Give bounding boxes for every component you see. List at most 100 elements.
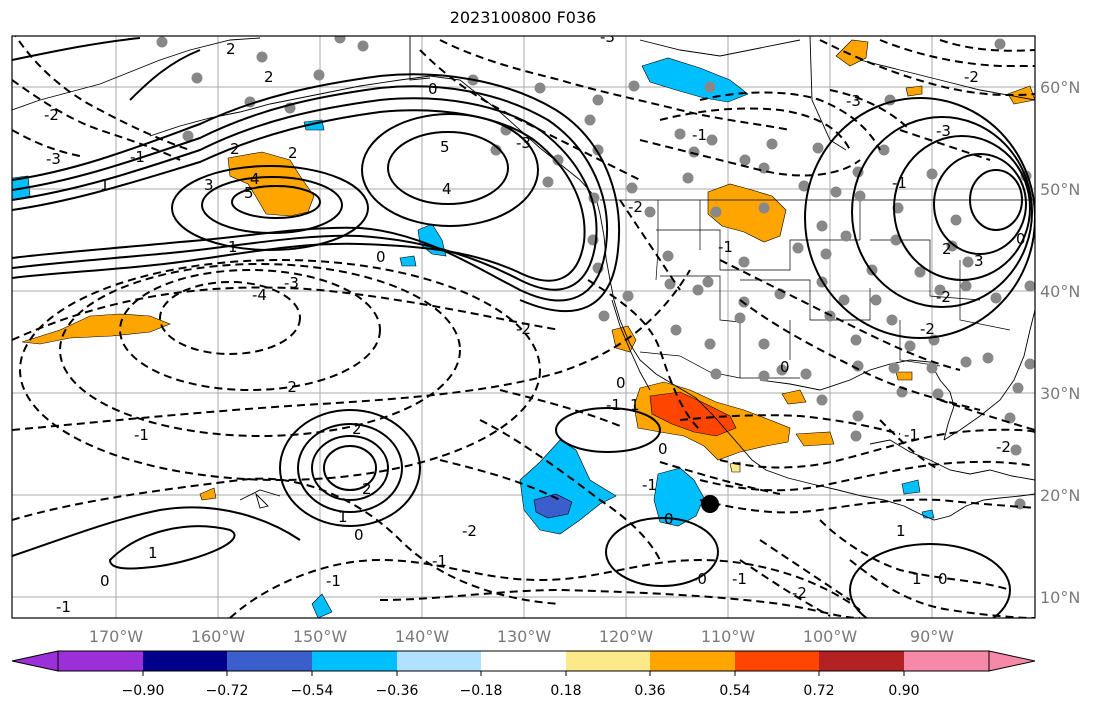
contour-label: 4 xyxy=(442,180,452,198)
colorbar-extend-right xyxy=(988,650,1036,672)
darkblue-patch-east-pacific xyxy=(533,493,573,519)
lat-label: 10°N xyxy=(1040,588,1080,607)
colorbar-segment xyxy=(481,651,566,671)
lon-labels: 170°W 160°W 150°W 140°W 130°W 120°W 110°… xyxy=(89,627,954,646)
blue-patch-mexico-coast xyxy=(653,467,705,527)
contour-label: 1 xyxy=(100,176,110,194)
contour-label: -1 xyxy=(130,148,145,166)
contour-label: -1 xyxy=(692,126,707,144)
colorbar-segment xyxy=(143,651,227,671)
contour-label: -3 xyxy=(46,150,61,168)
colorbar-segment xyxy=(735,651,819,671)
colorbar-tick-label: 0.36 xyxy=(634,683,665,699)
contour-label: 0 xyxy=(616,374,626,392)
contour-label: 2 xyxy=(362,480,372,498)
contour-label: 2 xyxy=(230,140,240,158)
station-dots xyxy=(156,36,1035,510)
storm-center-marker xyxy=(701,495,719,513)
contour-label: -2 xyxy=(516,320,531,338)
contour-label: -2 xyxy=(282,378,297,396)
contour-label: -1 xyxy=(642,476,657,494)
contour-label: -3 xyxy=(936,122,951,140)
orange-patch-texas xyxy=(781,389,807,405)
colorbar-tick-label: −0.90 xyxy=(122,683,165,699)
lon-label: 130°W xyxy=(497,627,552,646)
colorbar-tick-label: −0.54 xyxy=(291,683,334,699)
contour-label: 0 xyxy=(376,248,386,266)
contour-label: 0 xyxy=(664,510,674,528)
contour-label: -3 xyxy=(600,28,615,46)
colorbar: −0.90 −0.72 −0.54 −0.36 −0.18 0.18 0.36 … xyxy=(11,650,1036,699)
contour-label: 0 xyxy=(1016,230,1026,248)
blue-patch-south xyxy=(311,593,333,618)
contour-label: 5 xyxy=(440,138,450,156)
contour-label: -2 xyxy=(462,522,477,540)
colorbar-segment xyxy=(397,651,481,671)
contour-label: 3 xyxy=(974,252,984,270)
contour-label: 4 xyxy=(250,170,260,188)
contour-label: -1 xyxy=(904,426,919,444)
lon-label: 140°W xyxy=(395,627,450,646)
contour-label: -2 xyxy=(964,68,979,86)
contour-label: 5 xyxy=(244,184,254,202)
contour-label: 2 xyxy=(942,240,952,258)
contour-label: -1 xyxy=(56,598,71,616)
contour-label: -2 xyxy=(628,198,643,216)
orange-patch-small-ne xyxy=(905,85,923,97)
contour-label: 2 xyxy=(288,144,298,162)
contour-labels: 2 2 2 3 4 5 2 1 0 5 4 0 -2 -3 -1 1 -4 -3… xyxy=(44,28,1026,616)
contour-label: -2 xyxy=(996,438,1011,456)
colorbar-segment xyxy=(819,651,904,671)
contour-label: -2 xyxy=(792,584,807,602)
contour-label: 2 xyxy=(226,40,236,58)
colorbar-segment xyxy=(650,651,735,671)
contour-label: 0 xyxy=(658,440,668,458)
contour-label: -1 xyxy=(134,426,149,444)
contour-label: -3 xyxy=(284,274,299,292)
contour-label: -1 xyxy=(326,572,341,590)
coastlines xyxy=(12,36,1035,521)
colorbar-tick-label: 0.54 xyxy=(719,683,750,699)
blue-patch-canada-north xyxy=(641,57,749,103)
contour-label: 1 xyxy=(630,396,640,414)
contour-label: 2 xyxy=(352,420,362,438)
contour-label: -1 xyxy=(732,570,747,588)
colorbar-tick-label: 0.72 xyxy=(803,683,834,699)
contour-label: -4 xyxy=(252,286,267,304)
lon-label: 120°W xyxy=(599,627,654,646)
lat-label: 30°N xyxy=(1040,384,1080,403)
blue-patch-caribbean xyxy=(901,479,921,495)
blue-patch-pacific-small xyxy=(399,255,417,267)
contour-label: -2 xyxy=(936,288,951,306)
lon-label: 150°W xyxy=(293,627,348,646)
contour-label: 1 xyxy=(228,238,238,256)
map-title: 2023100800 F036 xyxy=(449,8,597,27)
colorbar-tick-label: 0.90 xyxy=(888,683,919,699)
lon-label: 170°W xyxy=(89,627,144,646)
lat-label: 20°N xyxy=(1040,486,1080,505)
colorbar-tick-label: −0.36 xyxy=(376,683,419,699)
political-boundaries xyxy=(600,199,1035,379)
contour-label: -2 xyxy=(44,106,59,124)
contour-label: 0 xyxy=(780,358,790,376)
contour-label: 1 xyxy=(896,522,906,540)
contour-label: -3 xyxy=(516,134,531,152)
contour-label: -1 xyxy=(432,552,447,570)
contour-label: 1 xyxy=(148,544,158,562)
orange-patch-gulf xyxy=(795,431,835,447)
colorbar-extend-left xyxy=(11,650,59,672)
contour-label: 1 xyxy=(338,508,348,526)
contour-label: -0 xyxy=(692,570,707,588)
lat-labels: 60°N 50°N 40°N 30°N 20°N 10°N xyxy=(1040,78,1080,607)
shading-positive xyxy=(21,39,1035,501)
contour-label: 0 xyxy=(354,526,364,544)
contour-label: 0 xyxy=(938,570,948,588)
contour-label: -3 xyxy=(846,92,861,110)
red-patch-mexico xyxy=(649,391,737,437)
orange-patch-small-hawaii xyxy=(199,487,217,501)
colorbar-tick-label: 0.18 xyxy=(550,683,581,699)
colorbar-segment xyxy=(58,651,143,671)
orange-patch-subtropical xyxy=(21,313,171,345)
map-frame xyxy=(11,35,1036,619)
